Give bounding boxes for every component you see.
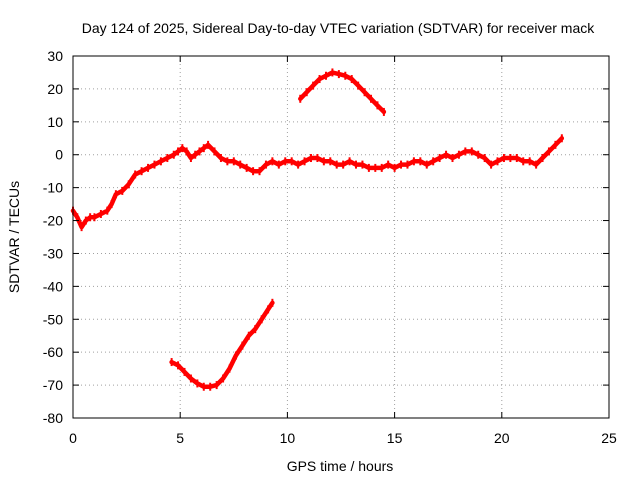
x-tick-label: 5 (176, 430, 184, 446)
series-line-upper-arc (298, 70, 387, 115)
series-lower-arc (169, 298, 275, 391)
grid-lines (73, 56, 609, 418)
y-tick-label: 20 (47, 81, 63, 97)
y-axis-label: SDTVAR / TECUs (6, 181, 22, 293)
plot-frame (72, 55, 610, 419)
x-tick-label: 15 (387, 430, 403, 446)
x-tick-label: 25 (601, 430, 617, 446)
y-tick-label: -20 (43, 213, 63, 229)
series-upper-arc (298, 68, 387, 116)
y-tick-label: 0 (55, 147, 63, 163)
x-axis-label: GPS time / hours (287, 458, 394, 474)
chart-title: Day 124 of 2025, Sidereal Day-to-day VTE… (82, 20, 595, 36)
y-tick-label: -60 (43, 344, 63, 360)
y-tick-label: -50 (43, 311, 63, 327)
y-tick-label: -80 (43, 410, 63, 426)
x-tick-label: 10 (280, 430, 296, 446)
series-line-main (70, 136, 565, 230)
series-main (70, 134, 565, 232)
y-tick-label: -70 (43, 377, 63, 393)
x-tick-label: 0 (69, 430, 77, 446)
y-tick-label: -30 (43, 245, 63, 261)
axis-ticks: -80 -70 -60 -50 -40 -30 -20 -10 0 10 20 30 0 5 10 15 20 2… (43, 48, 617, 446)
y-tick-label: 10 (47, 114, 63, 130)
data-series (70, 68, 565, 391)
x-tick-label: 20 (494, 430, 510, 446)
y-tick-label: -40 (43, 278, 63, 294)
y-tick-label: 30 (47, 48, 63, 64)
y-tick-label: -10 (43, 180, 63, 196)
